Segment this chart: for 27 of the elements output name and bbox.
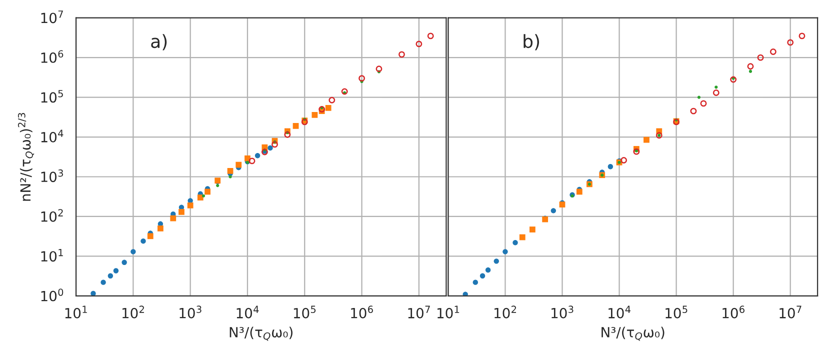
x-tick-label: 10$^{7}$ (780, 306, 802, 318)
x-tick-label: 10$^{5}$ (666, 306, 688, 318)
y-tick-label: 10$^{4}$ (41, 130, 64, 142)
x-tick-label: 10$^{5}$ (294, 306, 316, 318)
x-axis-title: N³/(τ$_{Q}$ω₀) (602, 326, 664, 341)
x-tick-label: 10$^{6}$ (722, 306, 744, 318)
annotation: a) (151, 34, 167, 50)
y-axis-title: nN²/(τ$_{Q}$ω₀)$^{2/3}$ (18, 113, 34, 201)
x-axis-title: N³/(τ$_{Q}$ω₀) (230, 326, 292, 341)
x-tick-label: 10$^{1}$ (65, 306, 87, 318)
y-tick-label: 10$^{0}$ (41, 288, 64, 302)
x-tick-label: 10$^{4}$ (236, 306, 259, 318)
x-tick-label: 10$^{3}$ (552, 306, 574, 318)
y-tick-label: 10$^{6}$ (41, 50, 64, 63)
annotation: b) (524, 34, 540, 50)
y-tick-label: 10$^{2}$ (41, 209, 63, 222)
x-tick-label: 10$^{3}$ (180, 306, 202, 318)
x-tick-label: 10$^{6}$ (351, 306, 373, 318)
x-tick-label: 10$^{1}$ (438, 306, 460, 318)
x-tick-label: 10$^{2}$ (122, 306, 144, 318)
x-tick-label: 10$^{2}$ (494, 306, 516, 318)
y-tick-label: 10$^{5}$ (41, 90, 63, 103)
x-tick-label: 10$^{4}$ (608, 306, 630, 318)
x-tick-label: 10$^{7}$ (408, 306, 430, 318)
y-tick-label: 10$^{3}$ (41, 169, 63, 182)
y-tick-label: 10$^{1}$ (41, 248, 63, 262)
y-tick-label: 10$^{7}$ (41, 10, 63, 24)
